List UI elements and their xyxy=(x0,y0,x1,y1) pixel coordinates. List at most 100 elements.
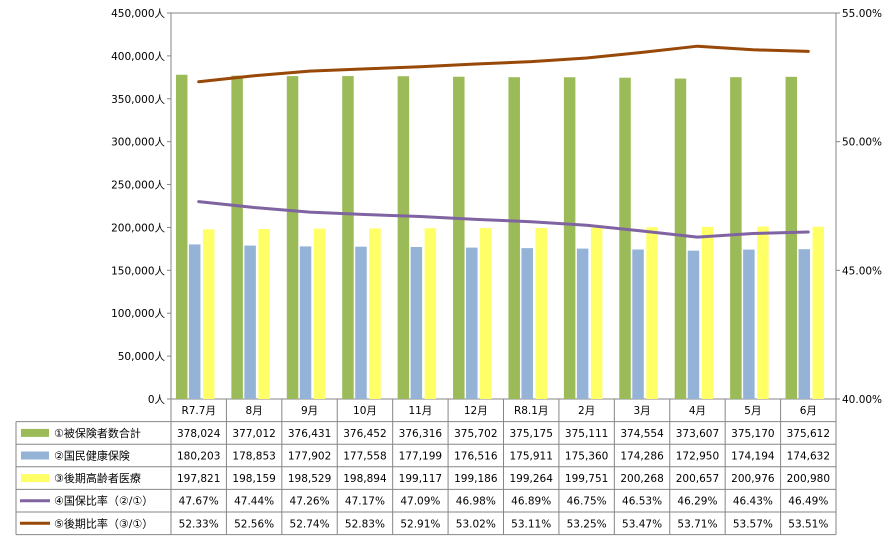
x-tick-label: 10月 xyxy=(353,405,377,417)
bar-2 xyxy=(743,249,755,399)
x-tick-label: 9月 xyxy=(301,405,318,417)
data-label: 375,702 xyxy=(454,428,497,440)
x-tick-label: 5月 xyxy=(744,405,761,417)
data-label: 53.25% xyxy=(567,518,607,530)
bar-2 xyxy=(410,247,423,399)
bar-3 xyxy=(369,228,381,399)
data-label: 175,360 xyxy=(565,451,608,463)
data-label: 199,264 xyxy=(509,473,553,485)
data-label: 375,175 xyxy=(509,428,552,440)
data-label: 376,316 xyxy=(399,428,443,440)
y-left-tick-label: 350,000人 xyxy=(111,94,165,106)
x-tick-label: 8月 xyxy=(246,405,263,417)
data-label: 375,170 xyxy=(731,428,774,440)
bar-2 xyxy=(576,248,589,399)
data-label: 47.44% xyxy=(234,496,274,508)
bar-1 xyxy=(785,76,798,399)
data-label: 199,117 xyxy=(399,473,442,485)
data-label: 46.29% xyxy=(677,496,717,508)
data-label: 53.51% xyxy=(788,518,828,530)
bar-2 xyxy=(355,246,367,399)
data-label: 174,286 xyxy=(620,451,664,463)
data-label: 177,558 xyxy=(343,451,386,463)
data-label: 375,612 xyxy=(787,428,830,440)
bar-1 xyxy=(730,77,742,400)
data-label: 199,751 xyxy=(565,473,608,485)
x-tick-label: 4月 xyxy=(689,405,706,417)
y-left-tick-label: 0人 xyxy=(148,394,166,406)
bar-2 xyxy=(299,246,312,399)
data-label: 200,657 xyxy=(676,473,719,485)
series-line-5 xyxy=(197,44,810,84)
data-label: 47.17% xyxy=(345,496,385,508)
bar-3 xyxy=(313,228,326,399)
data-label: 46.89% xyxy=(511,496,551,508)
bar-1 xyxy=(619,77,631,399)
data-label: 374,554 xyxy=(620,428,664,440)
data-label: 198,529 xyxy=(288,473,331,485)
data-label: 177,902 xyxy=(288,451,331,463)
legend-label: ②国民健康保険 xyxy=(54,449,130,463)
series-line-4 xyxy=(197,200,810,239)
bar-1 xyxy=(397,76,410,399)
y-right-tick-label: 40.00% xyxy=(842,394,882,406)
bar-3 xyxy=(757,226,769,399)
bar-2 xyxy=(188,244,201,399)
legend-swatch xyxy=(21,474,49,483)
bar-3 xyxy=(590,227,603,399)
y-right-tick-label: 45.00% xyxy=(842,265,882,277)
x-tick-label: 6月 xyxy=(800,405,817,417)
y-left-tick-label: 200,000人 xyxy=(111,222,165,234)
data-label: 373,607 xyxy=(676,428,719,440)
y-left-tick-label: 300,000人 xyxy=(111,137,165,149)
y-left-tick-label: 400,000人 xyxy=(111,51,165,63)
data-label: 174,194 xyxy=(731,451,775,463)
x-tick-label: 2月 xyxy=(578,405,595,417)
data-label: 200,268 xyxy=(620,473,663,485)
x-tick-label: 11月 xyxy=(408,405,432,417)
bar-2 xyxy=(798,249,811,399)
data-label: 178,853 xyxy=(232,451,275,463)
data-label: 200,980 xyxy=(787,473,830,485)
x-tick-label: R8.1月 xyxy=(514,405,549,417)
bar-1 xyxy=(563,77,576,399)
data-label: 53.47% xyxy=(622,518,662,530)
data-label: 52.91% xyxy=(400,518,440,530)
data-label: 176,516 xyxy=(454,451,498,463)
data-label: 52.56% xyxy=(234,518,274,530)
y-right-tick-label: 55.00% xyxy=(842,8,882,20)
bar-2 xyxy=(687,250,700,399)
y-left-tick-label: 250,000人 xyxy=(111,180,165,192)
bar-1 xyxy=(453,76,465,399)
x-tick-label: 12月 xyxy=(464,405,488,417)
data-label: 199,186 xyxy=(454,473,498,485)
bar-1 xyxy=(674,78,687,399)
bar-3 xyxy=(812,226,825,399)
data-label: 47.26% xyxy=(290,496,330,508)
data-label: 377,012 xyxy=(232,428,275,440)
data-label: 47.67% xyxy=(179,496,219,508)
bar-1 xyxy=(175,74,188,399)
y-left-tick-label: 150,000人 xyxy=(111,265,165,277)
legend-label: ③後期高齢者医療 xyxy=(54,471,141,485)
data-label: 53.11% xyxy=(511,518,551,530)
bar-3 xyxy=(424,228,437,399)
data-label: 376,452 xyxy=(343,428,386,440)
bar-2 xyxy=(521,248,533,399)
bar-3 xyxy=(202,229,215,399)
legend-label: ⑤後期比率（③/①） xyxy=(54,516,153,530)
legend-swatch xyxy=(21,451,49,460)
y-right-tick-label: 50.00% xyxy=(842,137,882,149)
bar-3 xyxy=(701,226,714,399)
data-label: 378,024 xyxy=(177,428,221,440)
data-label: 376,431 xyxy=(288,428,331,440)
data-label: 175,911 xyxy=(509,451,552,463)
bar-1 xyxy=(286,76,299,400)
data-label: 52.74% xyxy=(290,518,330,530)
data-label: 180,203 xyxy=(177,451,220,463)
data-label: 375,111 xyxy=(565,428,608,440)
bar-3 xyxy=(258,229,270,399)
y-left-tick-label: 50,000人 xyxy=(118,351,166,363)
data-label: 198,159 xyxy=(232,473,275,485)
